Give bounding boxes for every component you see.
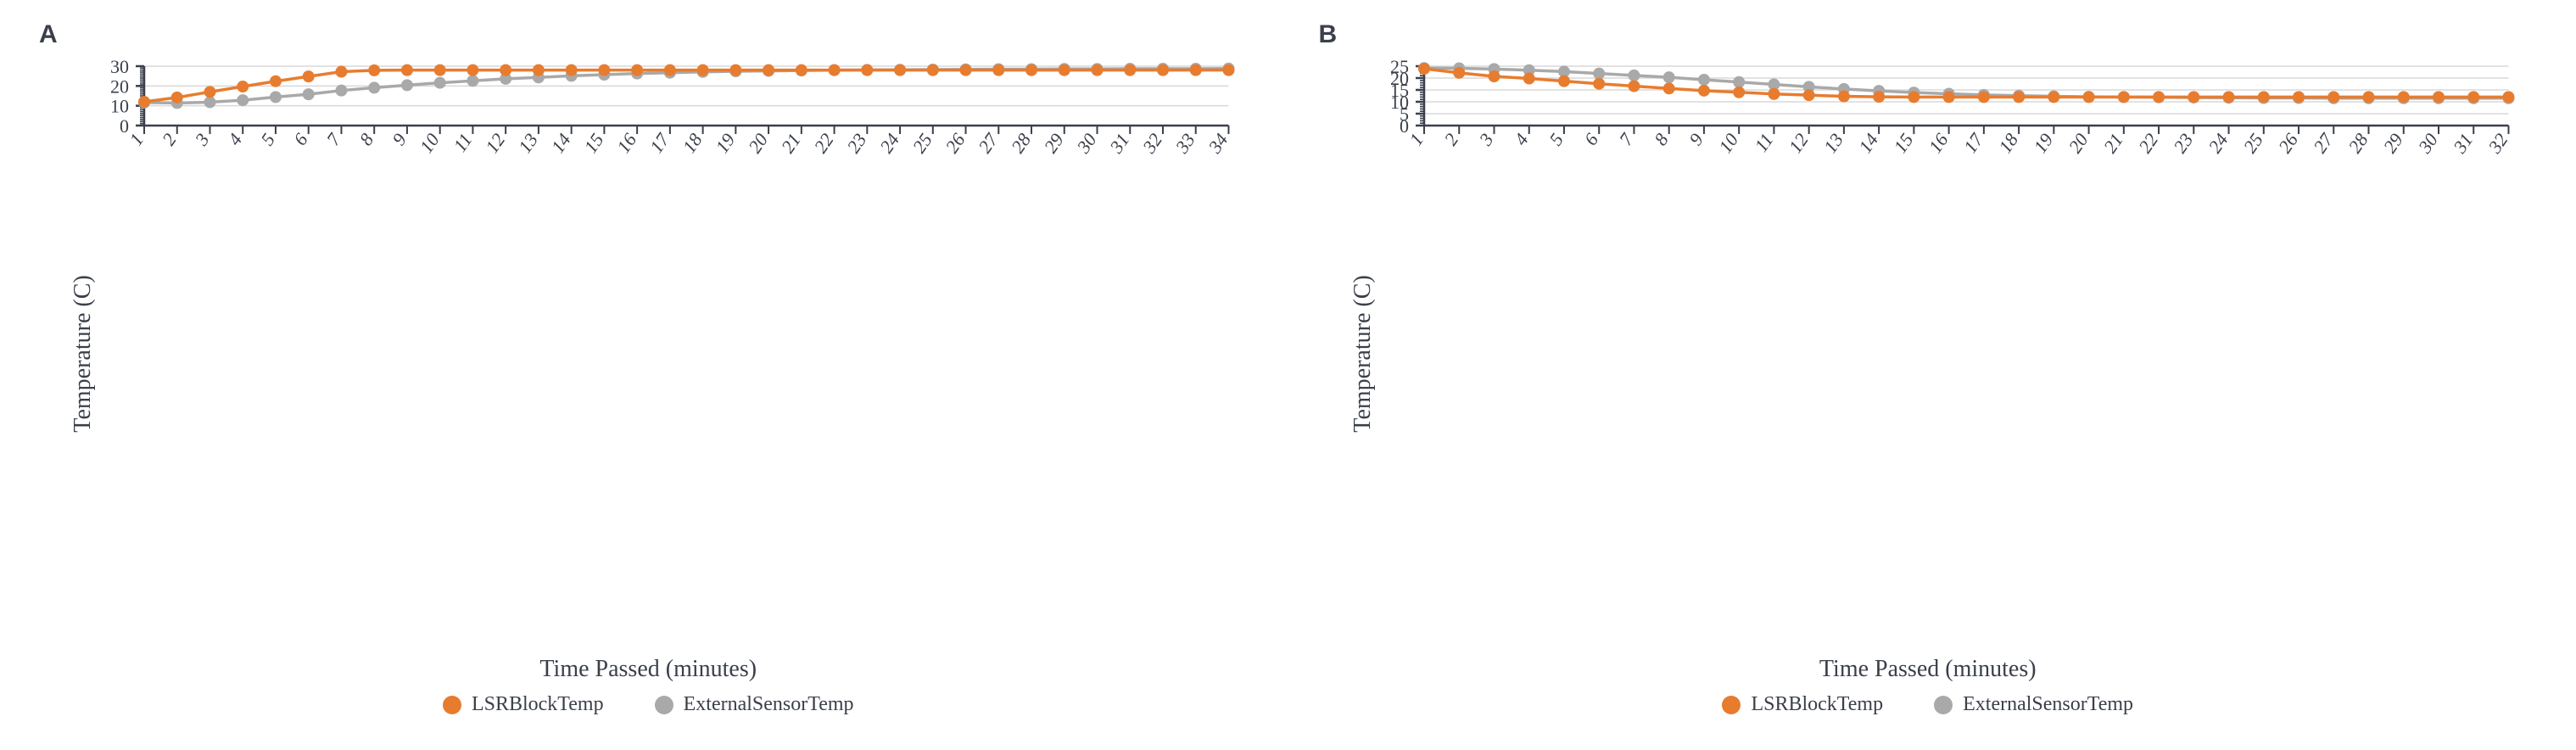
legend-dot-icon [443, 696, 461, 714]
chart-b-legend: LSRBlockTemp ExternalSensorTemp [1314, 693, 2543, 716]
chart-a-area: 0102030123456789101112131415161718192021… [93, 58, 1246, 185]
legend-b-ext-label: ExternalSensorTemp [1963, 693, 2133, 716]
panel-a: A Temperature (C) 0102030123456789101112… [34, 20, 1263, 716]
chart-a-holder: Temperature (C) 010203012345678910111213… [93, 58, 1246, 649]
legend-b-lsr: LSRBlockTemp [1722, 693, 1883, 716]
svg-text:20: 20 [110, 76, 129, 97]
chart-b-ylabel: Temperature (C) [1349, 275, 1377, 432]
chart-a-xlabel: Time Passed (minutes) [34, 656, 1263, 683]
legend-dot-icon [655, 696, 673, 714]
panel-b-label: B [1319, 20, 2543, 49]
legend-b-lsr-label: LSRBlockTemp [1751, 693, 1883, 716]
figure: A Temperature (C) 0102030123456789101112… [0, 0, 2576, 750]
svg-text:10: 10 [110, 96, 129, 117]
chart-b-svg: 0510152025123456789101112131415161718192… [1373, 58, 2526, 185]
panel-a-label: A [39, 20, 1263, 49]
svg-text:25: 25 [1390, 58, 1409, 77]
legend-a-lsr: LSRBlockTemp [443, 693, 604, 716]
chart-b-area: 0510152025123456789101112131415161718192… [1373, 58, 2526, 185]
legend-dot-icon [1722, 696, 1741, 714]
chart-a-ylabel: Temperature (C) [70, 275, 97, 432]
legend-a-ext: ExternalSensorTemp [655, 693, 854, 716]
chart-b-xlabel: Time Passed (minutes) [1314, 656, 2543, 683]
legend-dot-icon [1934, 696, 1953, 714]
svg-text:30: 30 [110, 58, 129, 77]
chart-b-holder: Temperature (C) 051015202512345678910111… [1373, 58, 2526, 649]
legend-b-ext: ExternalSensorTemp [1934, 693, 2133, 716]
legend-a-ext-label: ExternalSensorTemp [684, 693, 854, 716]
panel-b: B Temperature (C) 0510152025123456789101… [1314, 20, 2543, 716]
legend-a-lsr-label: LSRBlockTemp [472, 693, 604, 716]
chart-a-legend: LSRBlockTemp ExternalSensorTemp [34, 693, 1263, 716]
chart-a-svg: 0102030123456789101112131415161718192021… [93, 58, 1246, 185]
